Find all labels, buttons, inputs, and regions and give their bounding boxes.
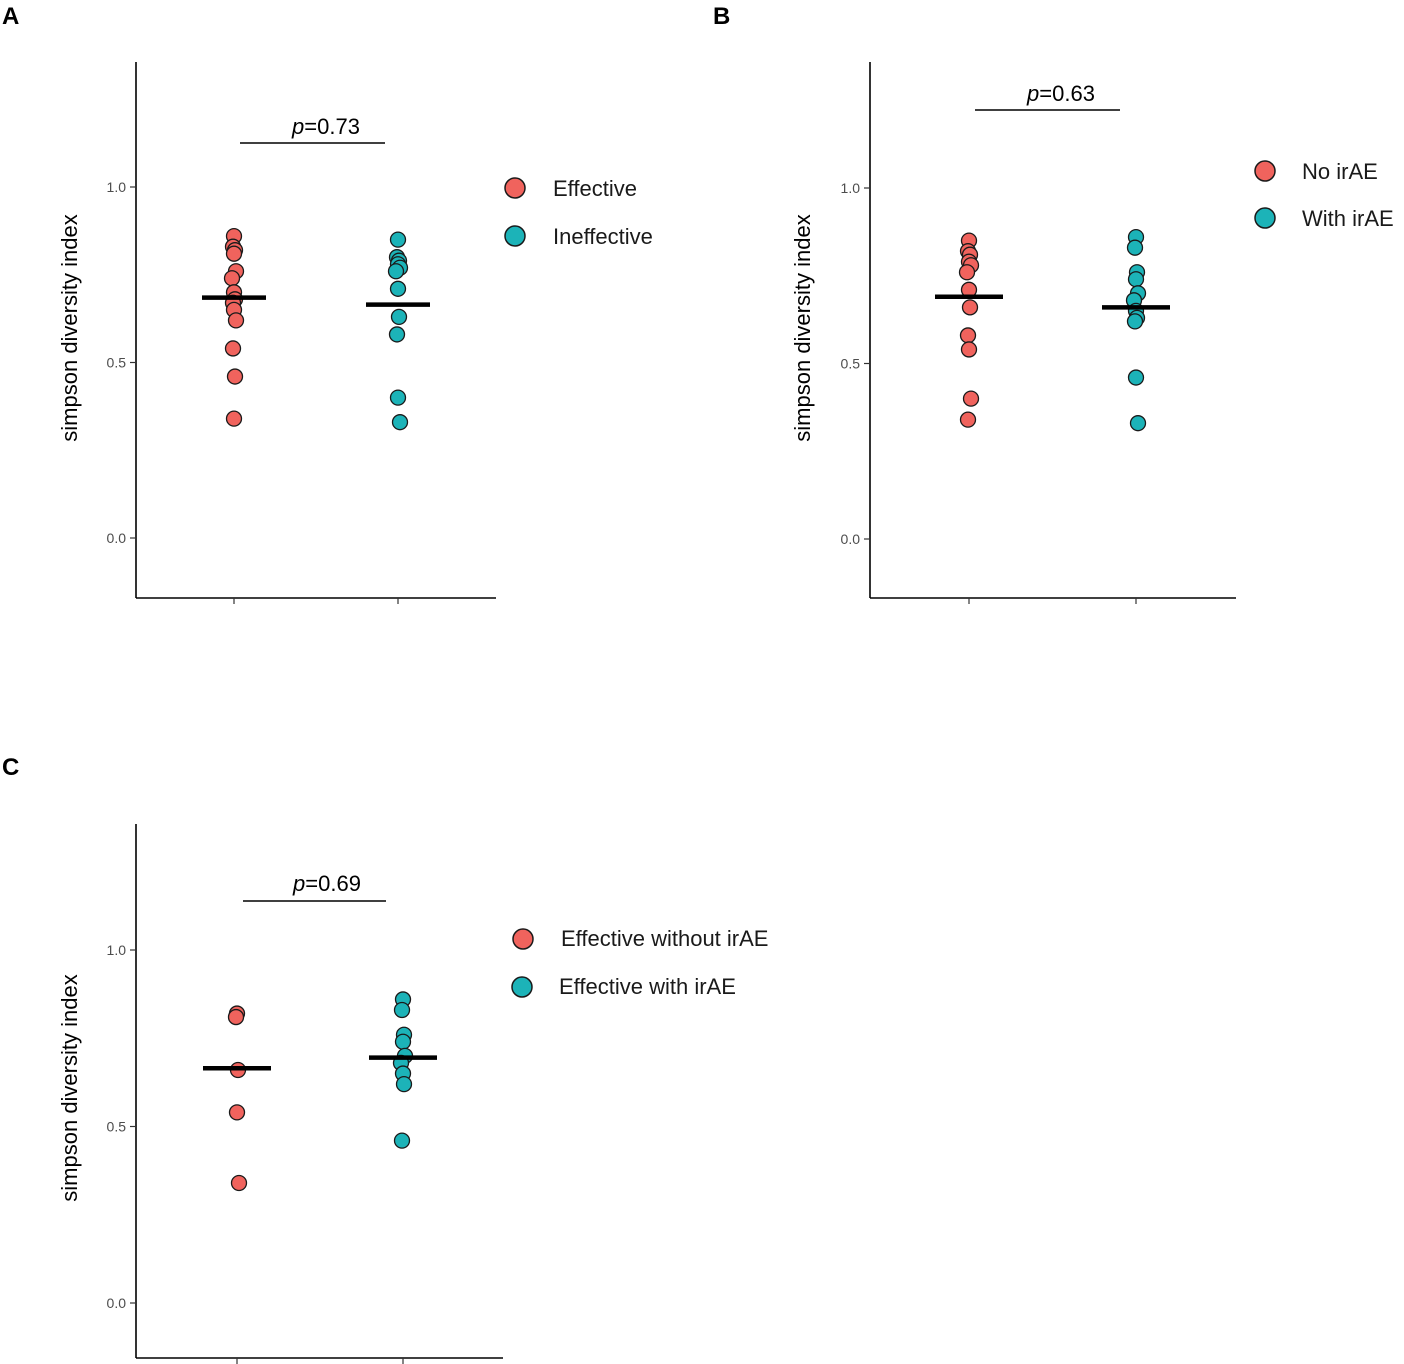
y-tick-label: 0.5 [107,355,127,371]
data-point [388,326,406,343]
y-tick-label: 0.5 [107,1119,127,1135]
data-point [395,1075,413,1093]
data-point [959,327,977,344]
legend-swatch [511,976,533,998]
data-point [389,280,407,297]
p-value-text: =0.69 [305,871,361,896]
y-tick-label: 0.0 [107,1295,127,1311]
data-point [226,368,244,385]
data-point [387,263,405,280]
data-point [223,270,241,287]
legend-swatch [504,177,526,199]
data-point [393,1132,411,1149]
y-axis-title: simpson diversity index [57,214,82,441]
data-point [230,1174,248,1192]
p-value-text: =0.73 [304,114,360,139]
p-value-label: p=0.69 [292,871,361,896]
data-point [958,264,976,281]
data-point [1127,369,1145,386]
y-axis-title: simpson diversity index [57,974,82,1201]
y-tick-label: 0.5 [841,356,861,372]
data-point [394,1033,412,1050]
y-tick-label: 1.0 [841,180,861,196]
y-tick-label: 1.0 [107,942,127,958]
p-value-prefix: p [292,871,305,896]
legend: No irAE With irAE [1254,159,1394,231]
data-point [960,341,978,358]
panel-letter: B [713,3,730,30]
data-point [1126,313,1144,330]
data-point [227,312,245,329]
data-point [389,231,407,248]
p-value-label: p=0.63 [1026,81,1095,106]
legend-swatch [1254,160,1276,182]
legend-swatch [504,225,526,247]
legend-label: Ineffective [553,224,653,249]
data-point [961,299,979,316]
data-point [227,1008,245,1026]
data-point [228,1104,246,1121]
legend-label: Effective with irAE [559,974,736,999]
data-point [391,414,409,431]
y-tick-label: 1.0 [107,179,127,195]
p-value-prefix: p [1026,81,1039,106]
y-tick-label: 0.0 [107,530,127,546]
data-point [962,390,980,407]
data-point [389,389,407,406]
data-point [390,308,408,326]
legend-label: Effective without irAE [561,926,768,951]
panel-c: C 0.0 0.5 1.0 simpson diversity index p=0.69 E… [2,754,768,1364]
p-value-prefix: p [291,114,304,139]
legend-label: Effective [553,176,637,201]
data-point [393,1001,411,1019]
data-point [225,410,243,427]
p-value-label: p=0.73 [291,114,360,139]
legend: Effective Ineffective [504,176,653,249]
data-point [959,411,977,428]
legend-label: No irAE [1302,159,1378,184]
legend-swatch [512,928,534,950]
data-point [1127,271,1145,288]
panel-letter: C [2,754,19,781]
y-axis-title: simpson diversity index [790,214,815,441]
panel-letter: A [2,3,19,30]
data-point [224,340,242,357]
p-value-text: =0.63 [1039,81,1095,106]
y-tick-label: 0.0 [841,531,861,547]
panel-a: A 0.0 0.5 1.0 simpson diversity index p=0.73 E… [2,3,653,604]
legend: Effective without irAE Effective with irA… [511,926,768,999]
data-point [1126,239,1144,256]
legend-swatch [1254,207,1276,229]
data-point [1129,415,1147,432]
data-point [225,245,243,262]
panel-b: B 0.0 0.5 1.0 simpson diversity index p=0.63 N… [713,3,1394,604]
legend-label: With irAE [1302,206,1394,231]
